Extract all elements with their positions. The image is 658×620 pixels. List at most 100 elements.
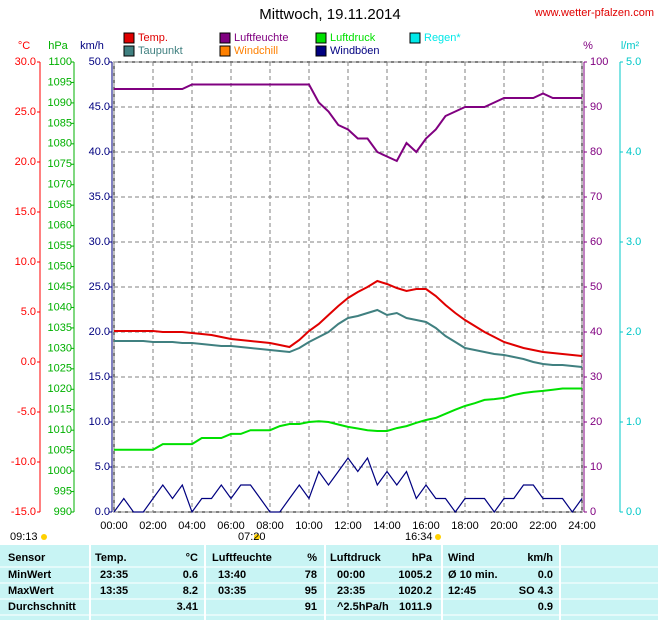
y-tick-label: 1025: [48, 363, 72, 375]
table-header: km/h: [527, 552, 553, 564]
y-tick-label: 60: [590, 236, 602, 248]
y-tick-label: 1080: [48, 138, 72, 150]
y-tick-label: 35.0: [89, 191, 110, 203]
table-cell: 8.2: [183, 585, 198, 597]
table-header: Wind: [448, 552, 475, 564]
y-tick-label: 1100: [48, 56, 72, 68]
y-tick-label: 20.0: [89, 326, 110, 338]
table-cell: 91: [305, 601, 317, 613]
table-cell: 1011.9: [399, 601, 432, 613]
table-header: hPa: [412, 552, 433, 564]
y-tick-label: 1065: [48, 199, 72, 211]
legend-swatch: [219, 45, 231, 57]
series-line: [114, 279, 583, 357]
series-line: [114, 308, 583, 368]
sun-times: 09:13 07:20 16:34: [10, 531, 441, 543]
x-tick-label: 20:00: [490, 520, 518, 532]
y-tick-label: 10.0: [89, 416, 110, 428]
x-tick-label: 12:00: [334, 520, 362, 532]
y-tick-label: 80: [590, 146, 602, 158]
y-tick-label: 1000: [48, 465, 72, 477]
table-cell: 23:35: [337, 585, 365, 597]
y-tick-label: 1070: [48, 179, 72, 191]
legend-swatch: [409, 32, 421, 44]
sunset-icon: [435, 534, 441, 540]
y-tick-label: 5.0: [21, 306, 36, 318]
legend-label: Taupunkt: [138, 45, 183, 57]
y-tick-label: 1085: [48, 117, 72, 129]
y-tick-label: 20.0: [15, 156, 36, 168]
y-tick-label: 50.0: [89, 56, 110, 68]
table-cell: 0.0: [538, 569, 553, 581]
y-tick-label: 100: [590, 56, 608, 68]
y-tick-label: 15.0: [89, 371, 110, 383]
legend-label: Regen*: [424, 32, 461, 44]
axis-unit: km/h: [80, 40, 104, 52]
y-tick-label: 40.0: [89, 146, 110, 158]
table-cell: SO 4.3: [519, 585, 553, 597]
moon-icon: [41, 534, 47, 540]
table-cell: 95: [305, 585, 317, 597]
chart-title: Mittwoch, 19.11.2014: [259, 6, 400, 23]
sunrise-icon: [254, 534, 260, 540]
y-tick-label: 1005: [48, 445, 72, 457]
y-tick-label: 0.0: [626, 506, 641, 518]
y-tick-label: 20: [590, 416, 602, 428]
series-line: [114, 83, 582, 163]
sun-time: 09:13: [10, 531, 38, 543]
y-tick-label: 30: [590, 371, 602, 383]
legend-label: Temp.: [138, 32, 168, 44]
axis-unit: l/m²: [621, 40, 640, 52]
y-tick-label: 5.0: [626, 56, 641, 68]
table-cell: ^2.5hPa/h: [337, 601, 389, 613]
y-tick-label: -5.0: [17, 406, 36, 418]
y-tick-label: 0: [590, 506, 596, 518]
x-tick-label: 08:00: [256, 520, 284, 532]
table-cell: MinWert: [8, 569, 52, 581]
axis-unit: %: [583, 40, 593, 52]
table-cell: 1005.2: [398, 569, 432, 581]
table-header: %: [307, 552, 317, 564]
y-tick-label: 1040: [48, 301, 72, 313]
table-header: °C: [186, 552, 198, 564]
y-tick-label: 40: [590, 326, 602, 338]
table-cell: 13:40: [218, 569, 246, 581]
table-header: Sensor: [8, 552, 46, 564]
y-tick-label: 4.0: [626, 146, 641, 158]
y-tick-label: 0.0: [95, 506, 110, 518]
table-cell: 00:00: [337, 569, 365, 581]
y-tick-label: 1.0: [626, 416, 641, 428]
legend-label: Luftfeuchte: [234, 32, 288, 44]
y-tick-label: 25.0: [15, 106, 36, 118]
legend-swatch: [123, 32, 135, 44]
table-cell: Ø 10 min.: [448, 569, 498, 581]
y-tick-label: 10: [590, 461, 602, 473]
y-tick-label: 1030: [48, 342, 72, 354]
sun-time: 07:20: [238, 531, 266, 543]
stats-table: Sensor Temp. °C Luftfeuchte% Luftdruck hPa Win…: [0, 545, 658, 620]
y-tick-label: 30.0: [15, 56, 36, 68]
y-tick-label: 1035: [48, 322, 72, 334]
y-tick-label: 25.0: [89, 281, 110, 293]
table-cell: 12:45: [448, 585, 476, 597]
table-cell: 0.9: [538, 601, 553, 613]
grid: [113, 61, 583, 513]
y-tick-label: 1060: [48, 220, 72, 232]
legend-label: Windböen: [330, 45, 380, 57]
legend: Temp. Luftfeuchte Luftdruck Taupunkt Windböe…: [123, 32, 461, 57]
y-tick-label: 10.0: [15, 256, 36, 268]
y-tick-label: 30.0: [89, 236, 110, 248]
y-tick-label: 995: [54, 485, 72, 497]
table-cell: 03:35: [218, 585, 246, 597]
table-cell: MaxWert: [8, 585, 54, 597]
legend-label: Windchill: [234, 45, 278, 57]
y-tick-label: 2.0: [626, 326, 641, 338]
table-header: Luftdruck: [330, 552, 382, 564]
y-tick-label: 3.0: [626, 236, 641, 248]
source: www.wetter-pfalzen.com: [534, 7, 654, 19]
y-tick-label: 1050: [48, 260, 72, 272]
x-tick-label: 18:00: [451, 520, 479, 532]
y-tick-label: 70: [590, 191, 602, 203]
table-cell: 23:35: [100, 569, 128, 581]
